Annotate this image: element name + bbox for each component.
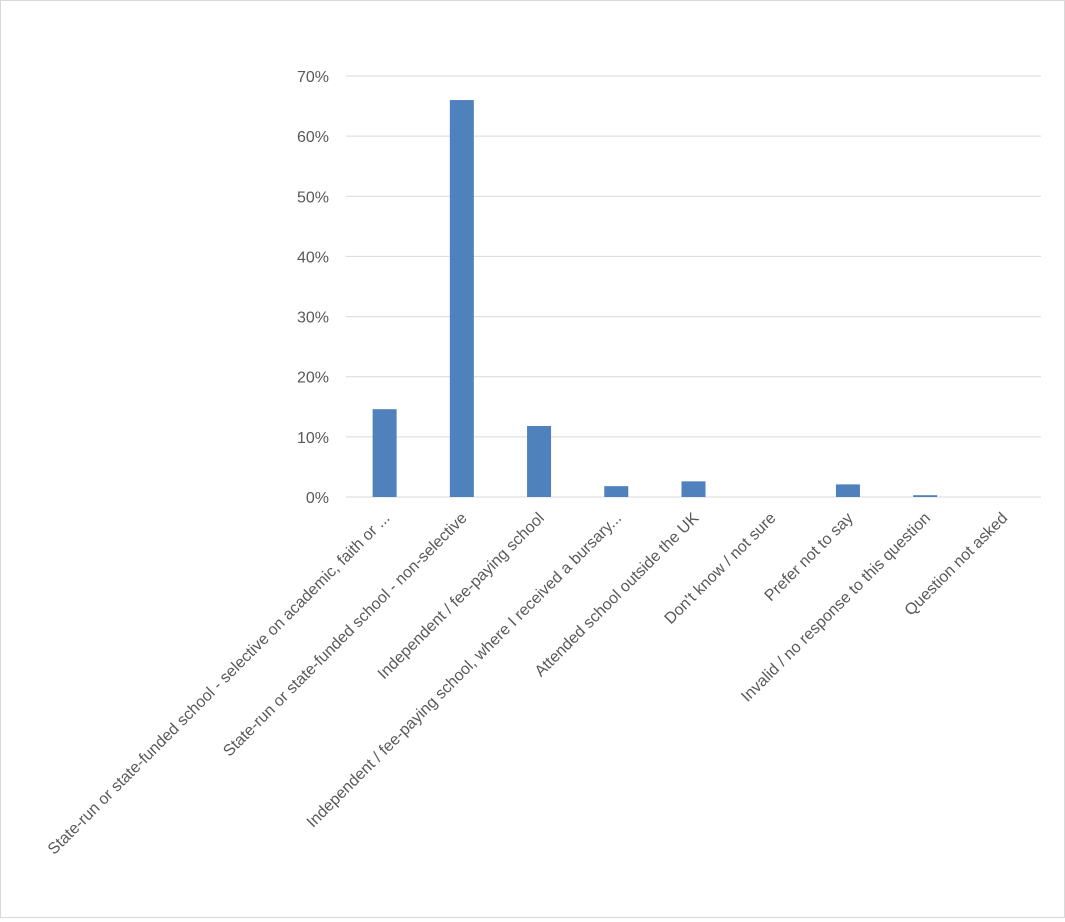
y-tick-label: 10% (297, 430, 329, 447)
bar (449, 100, 474, 498)
y-tick-label: 50% (297, 189, 329, 206)
bar (604, 486, 629, 497)
bar (913, 495, 938, 497)
y-tick-label: 40% (297, 249, 329, 266)
y-tick-label: 20% (297, 370, 329, 387)
x-tick-label: Attended school outside the UK (532, 510, 703, 681)
y-axis-ticks: 0% 10% 20% 30% 40% 50% 60% 70% (297, 69, 329, 507)
bar (372, 409, 397, 497)
y-tick-label: 70% (297, 69, 329, 86)
y-tick-label: 30% (297, 310, 329, 327)
x-axis-ticks: State-run or state-funded school - selec… (45, 510, 1011, 859)
x-tick-label: Independent / fee-paying school (375, 510, 548, 683)
y-tick-label: 60% (297, 129, 329, 146)
bar (527, 426, 552, 497)
bar (835, 484, 860, 497)
x-tick-label: State-run or state-funded school - selec… (45, 510, 393, 858)
bar (681, 481, 706, 497)
bars (372, 100, 938, 498)
y-tick-label: 0% (306, 490, 329, 507)
